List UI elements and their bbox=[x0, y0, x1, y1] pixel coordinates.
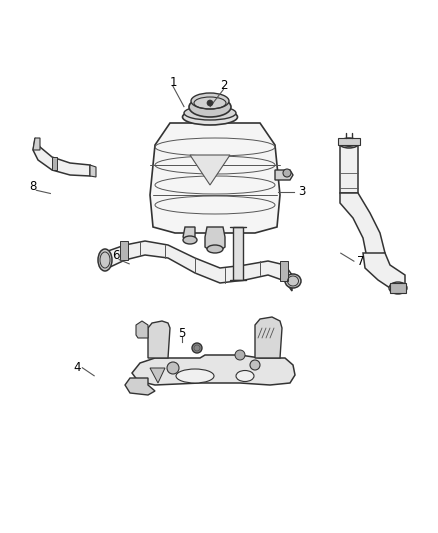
Ellipse shape bbox=[183, 109, 237, 125]
Text: 1: 1 bbox=[169, 76, 177, 89]
Polygon shape bbox=[33, 138, 40, 150]
Polygon shape bbox=[280, 261, 288, 281]
Polygon shape bbox=[255, 317, 282, 358]
Ellipse shape bbox=[189, 97, 231, 117]
Text: 5: 5 bbox=[178, 327, 185, 340]
Polygon shape bbox=[183, 227, 195, 240]
Text: 2: 2 bbox=[219, 79, 227, 92]
Ellipse shape bbox=[236, 370, 254, 382]
Polygon shape bbox=[340, 145, 358, 193]
Polygon shape bbox=[52, 157, 57, 170]
Ellipse shape bbox=[176, 369, 214, 383]
Ellipse shape bbox=[339, 138, 359, 148]
Polygon shape bbox=[190, 155, 230, 185]
Polygon shape bbox=[150, 123, 280, 233]
Polygon shape bbox=[390, 283, 406, 293]
Circle shape bbox=[283, 169, 291, 177]
Polygon shape bbox=[132, 355, 295, 385]
Ellipse shape bbox=[183, 236, 197, 244]
Polygon shape bbox=[108, 241, 292, 291]
Polygon shape bbox=[338, 138, 360, 145]
Text: 4: 4 bbox=[73, 361, 81, 374]
Circle shape bbox=[192, 343, 202, 353]
Ellipse shape bbox=[184, 106, 236, 120]
Polygon shape bbox=[363, 253, 405, 291]
Polygon shape bbox=[205, 227, 225, 250]
Text: 8: 8 bbox=[29, 180, 36, 193]
Ellipse shape bbox=[98, 249, 112, 271]
Circle shape bbox=[207, 100, 213, 106]
Text: 3: 3 bbox=[298, 185, 305, 198]
Circle shape bbox=[167, 362, 179, 374]
Text: 6: 6 bbox=[112, 249, 120, 262]
Polygon shape bbox=[150, 368, 165, 383]
Polygon shape bbox=[120, 241, 128, 260]
Ellipse shape bbox=[285, 274, 301, 288]
Ellipse shape bbox=[389, 282, 407, 294]
Polygon shape bbox=[136, 321, 148, 338]
Polygon shape bbox=[148, 321, 170, 358]
Polygon shape bbox=[340, 193, 385, 258]
Ellipse shape bbox=[191, 93, 229, 109]
Ellipse shape bbox=[207, 245, 223, 253]
Polygon shape bbox=[125, 378, 155, 395]
Text: 7: 7 bbox=[357, 255, 364, 268]
Polygon shape bbox=[90, 165, 96, 177]
Circle shape bbox=[235, 350, 245, 360]
Polygon shape bbox=[233, 227, 243, 280]
Circle shape bbox=[250, 360, 260, 370]
Polygon shape bbox=[33, 138, 90, 176]
Polygon shape bbox=[275, 170, 293, 180]
